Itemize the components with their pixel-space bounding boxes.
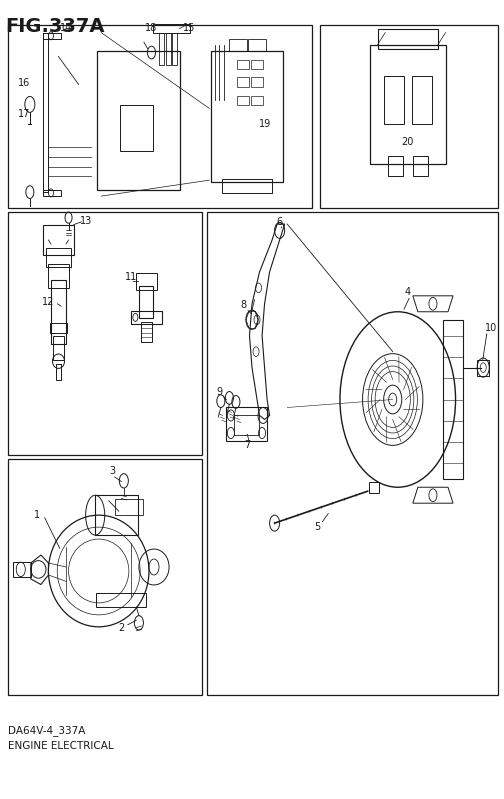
Bar: [388, 156, 403, 176]
Bar: [251, 78, 263, 87]
Bar: [56, 364, 61, 380]
Bar: [222, 178, 272, 193]
Bar: [207, 212, 498, 694]
Text: 9: 9: [216, 387, 222, 396]
Bar: [46, 248, 71, 268]
Bar: [368, 482, 379, 493]
Bar: [132, 311, 161, 324]
Bar: [237, 60, 249, 70]
Bar: [53, 336, 64, 360]
Bar: [377, 29, 438, 49]
Text: 4: 4: [405, 287, 411, 296]
Text: 13: 13: [80, 216, 92, 226]
Text: 10: 10: [485, 323, 497, 332]
Bar: [229, 38, 247, 50]
Bar: [43, 225, 74, 255]
Text: 14: 14: [60, 23, 72, 33]
Bar: [8, 25, 312, 208]
Bar: [48, 264, 69, 288]
Bar: [251, 96, 263, 105]
Bar: [97, 50, 180, 190]
Bar: [120, 105, 153, 152]
Text: 20: 20: [402, 137, 414, 147]
Bar: [51, 280, 66, 344]
Text: 3: 3: [109, 467, 115, 476]
Text: 6: 6: [277, 217, 283, 227]
Bar: [251, 60, 263, 70]
Text: 8: 8: [240, 300, 246, 310]
Bar: [412, 77, 432, 125]
Bar: [320, 25, 498, 208]
Bar: [211, 50, 283, 182]
Bar: [8, 459, 202, 694]
Bar: [237, 96, 249, 105]
Text: 7: 7: [244, 440, 250, 450]
Text: ENGINE ELECTRICAL: ENGINE ELECTRICAL: [8, 741, 114, 751]
Bar: [50, 323, 67, 332]
Bar: [413, 156, 428, 176]
Bar: [384, 77, 404, 125]
Text: 2: 2: [118, 623, 124, 634]
Text: 19: 19: [260, 118, 272, 129]
Text: 1: 1: [34, 510, 40, 520]
Bar: [95, 495, 138, 535]
Text: 12: 12: [42, 297, 54, 307]
Bar: [248, 38, 266, 50]
Text: 11: 11: [125, 272, 138, 283]
Bar: [115, 499, 143, 515]
Text: 16: 16: [18, 78, 30, 88]
Bar: [370, 45, 446, 165]
Bar: [8, 212, 202, 455]
Bar: [140, 286, 154, 318]
Text: 18: 18: [145, 23, 158, 33]
Bar: [137, 272, 157, 290]
Bar: [237, 78, 249, 87]
Text: 17: 17: [18, 109, 30, 119]
Bar: [141, 322, 152, 342]
Text: 15: 15: [183, 23, 196, 33]
Text: DA64V-4_337A: DA64V-4_337A: [8, 725, 86, 736]
Text: FIG.337A: FIG.337A: [6, 17, 105, 36]
Text: 5: 5: [314, 522, 321, 532]
Bar: [234, 415, 259, 435]
Bar: [153, 24, 191, 34]
